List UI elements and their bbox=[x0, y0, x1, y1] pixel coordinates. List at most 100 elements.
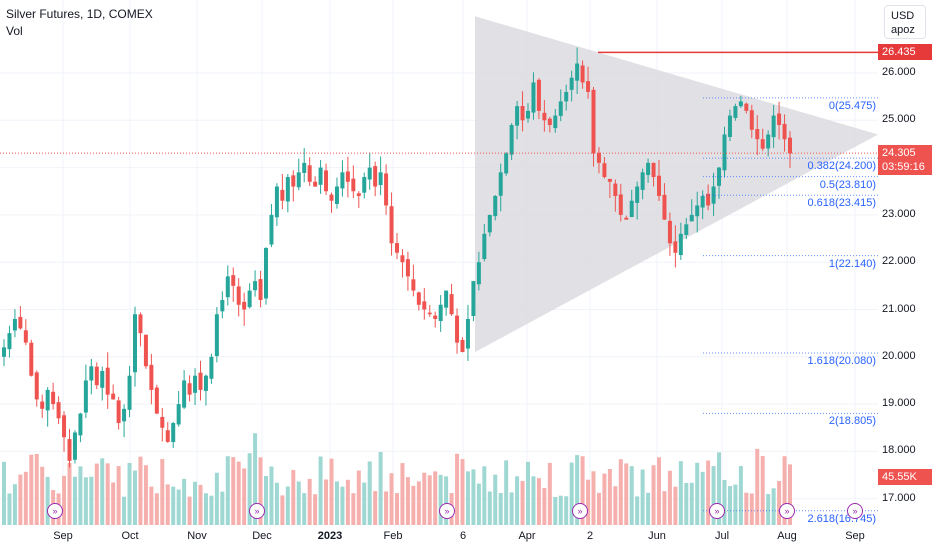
candle-body bbox=[367, 167, 372, 180]
candle-body bbox=[23, 330, 28, 343]
event-arrow-icon[interactable]: » bbox=[847, 503, 863, 519]
volume-value: 45.55K bbox=[882, 471, 917, 483]
candle-body bbox=[438, 304, 443, 321]
volume-bar bbox=[662, 491, 667, 525]
candle-body bbox=[635, 186, 640, 203]
event-arrow-icon[interactable]: » bbox=[439, 503, 455, 519]
volume-bar bbox=[138, 456, 143, 525]
candle-body bbox=[788, 137, 792, 154]
candle-body bbox=[329, 194, 334, 201]
candle-body bbox=[356, 193, 361, 196]
volume-bar bbox=[553, 496, 558, 525]
candle-body bbox=[225, 276, 230, 298]
event-arrow-icon[interactable]: » bbox=[779, 503, 795, 519]
candle-body bbox=[422, 301, 427, 310]
fib-level-label: 0.618(23.415) bbox=[807, 197, 877, 210]
candle-body bbox=[187, 383, 192, 395]
volume-bar bbox=[476, 483, 481, 525]
candle-body bbox=[400, 255, 405, 263]
volume-tag: 45.55K bbox=[878, 469, 932, 485]
candle-body bbox=[515, 106, 520, 126]
candle-body bbox=[203, 375, 208, 391]
candle-body bbox=[313, 181, 318, 187]
candle-body bbox=[56, 402, 61, 419]
candle-body bbox=[444, 290, 449, 308]
volume-bar bbox=[526, 461, 530, 525]
volume-bar bbox=[471, 469, 476, 525]
event-arrow-icon[interactable]: » bbox=[709, 503, 725, 519]
y-tick-label: 17.000 bbox=[882, 491, 916, 504]
candle-body bbox=[198, 372, 203, 390]
candle-body bbox=[12, 318, 17, 331]
candle-body bbox=[160, 416, 165, 428]
candle-body bbox=[411, 279, 416, 291]
volume-bar bbox=[782, 456, 787, 525]
candle-body bbox=[482, 233, 487, 260]
candle-body bbox=[318, 167, 323, 185]
volume-bar bbox=[12, 484, 17, 525]
candle-body bbox=[171, 423, 176, 443]
candle-body bbox=[618, 194, 623, 215]
volume-bar bbox=[580, 456, 585, 525]
volume-bar bbox=[777, 481, 782, 525]
fib-level-label: 2.618(16.745) bbox=[807, 512, 877, 525]
volume-bar bbox=[416, 481, 421, 525]
candle-body bbox=[727, 115, 732, 137]
volume-bar bbox=[542, 487, 547, 525]
candle-body bbox=[689, 214, 694, 222]
candle-body bbox=[122, 408, 127, 422]
candle-body bbox=[405, 259, 410, 277]
candle-body bbox=[493, 195, 498, 217]
event-arrow-icon[interactable]: » bbox=[249, 503, 265, 519]
candle-body bbox=[116, 400, 121, 424]
volume-bar bbox=[176, 489, 181, 525]
volume-bar bbox=[302, 493, 307, 525]
volume-bar bbox=[149, 486, 154, 525]
volume-bar bbox=[711, 466, 716, 525]
candle-body bbox=[89, 366, 94, 381]
candle-body bbox=[236, 286, 241, 305]
x-tick-label: Aug bbox=[777, 530, 797, 542]
x-tick-label: Apr bbox=[518, 530, 536, 542]
y-tick-label: 23.000 bbox=[882, 207, 916, 220]
currency-label: USD bbox=[891, 10, 915, 22]
volume-bar bbox=[2, 461, 6, 525]
price-axis[interactable] bbox=[878, 0, 932, 550]
candle-body bbox=[220, 300, 225, 312]
volume-bar bbox=[318, 456, 323, 525]
volume-bar bbox=[678, 461, 683, 525]
candle-body bbox=[771, 115, 776, 138]
candle-body bbox=[214, 314, 219, 357]
candle-body bbox=[651, 162, 656, 178]
volume-bar bbox=[62, 475, 67, 525]
candle-body bbox=[83, 380, 88, 413]
candle-body bbox=[455, 315, 460, 343]
volume-bar bbox=[667, 470, 672, 525]
candle-body bbox=[766, 134, 771, 149]
candle-body bbox=[345, 171, 350, 182]
candle-body bbox=[51, 391, 56, 405]
volume-bar bbox=[733, 484, 738, 525]
candle-body bbox=[531, 82, 536, 113]
volume-bar bbox=[220, 491, 225, 525]
event-arrow-icon[interactable]: » bbox=[572, 503, 588, 519]
volume-bar bbox=[236, 461, 241, 525]
volume-bar bbox=[624, 463, 629, 525]
currency-unit-box[interactable]: USD apoz bbox=[884, 5, 926, 39]
x-tick-label: 6 bbox=[459, 530, 467, 542]
volume-bar bbox=[329, 458, 334, 525]
volume-bar bbox=[646, 492, 651, 525]
event-arrow-icon[interactable]: » bbox=[47, 503, 63, 519]
candle-body bbox=[291, 175, 296, 187]
price-chart[interactable] bbox=[0, 0, 878, 550]
candle-body bbox=[269, 214, 274, 245]
candle-body bbox=[378, 172, 383, 186]
candle-body bbox=[449, 294, 454, 315]
volume-bar bbox=[231, 457, 236, 525]
candle-body bbox=[569, 77, 574, 90]
candle-body bbox=[591, 89, 596, 154]
volume-legend[interactable]: Vol bbox=[6, 24, 23, 38]
symbol-title[interactable]: Silver Futures, 1D, COMEX bbox=[6, 7, 153, 21]
x-tick-label: Jun bbox=[648, 530, 666, 542]
candle-body bbox=[182, 380, 187, 408]
